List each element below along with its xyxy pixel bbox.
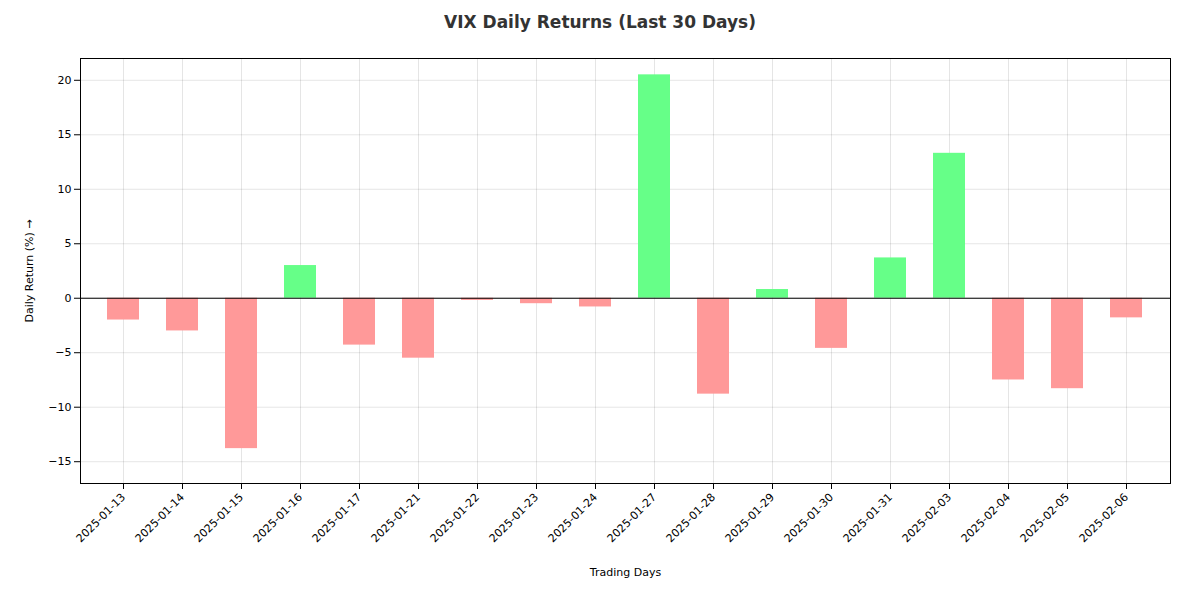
- svg-text:2025-01-17: 2025-01-17: [310, 491, 364, 545]
- svg-text:2025-01-24: 2025-01-24: [546, 491, 600, 545]
- html-text:VIX Daily Returns (Last 30 Day: VIX Daily Returns (Last 30 Days): [444, 12, 756, 32]
- svg-text:2025-02-06: 2025-02-06: [1077, 491, 1131, 545]
- svg-text:2025-01-14: 2025-01-14: [133, 491, 187, 545]
- svg-text:2025-01-23: 2025-01-23: [487, 491, 541, 545]
- svg-text:−10: −10: [48, 401, 71, 414]
- svg-text:5: 5: [65, 237, 72, 250]
- svg-text:2025-01-13: 2025-01-13: [74, 491, 128, 545]
- svg-text:15: 15: [58, 128, 72, 141]
- svg-text:2025-01-15: 2025-01-15: [192, 491, 246, 545]
- svg-text:0: 0: [65, 292, 72, 305]
- svg-text:2025-02-05: 2025-02-05: [1018, 491, 1072, 545]
- svg-text:2025-02-04: 2025-02-04: [959, 491, 1013, 545]
- svg-text:2025-02-03: 2025-02-03: [900, 491, 954, 545]
- svg-text:2025-01-28: 2025-01-28: [664, 491, 718, 545]
- svg-text:Trading Days: Trading Days: [589, 566, 662, 579]
- svg-text:2025-01-21: 2025-01-21: [369, 491, 423, 545]
- svg-text:2025-01-22: 2025-01-22: [428, 491, 482, 545]
- svg-text:Daily Return (%) →: Daily Return (%) →: [23, 219, 36, 322]
- svg-text:2025-01-30: 2025-01-30: [782, 491, 836, 545]
- svg-text:2025-01-16: 2025-01-16: [251, 491, 305, 545]
- svg-text:2025-01-27: 2025-01-27: [605, 491, 659, 545]
- svg-text:−15: −15: [48, 455, 71, 468]
- svg-text:2025-01-29: 2025-01-29: [723, 491, 777, 545]
- svg-text:20: 20: [58, 74, 72, 87]
- svg-text:2025-01-31: 2025-01-31: [841, 491, 895, 545]
- svg-text:−5: −5: [55, 346, 71, 359]
- svg-text:10: 10: [58, 183, 72, 196]
